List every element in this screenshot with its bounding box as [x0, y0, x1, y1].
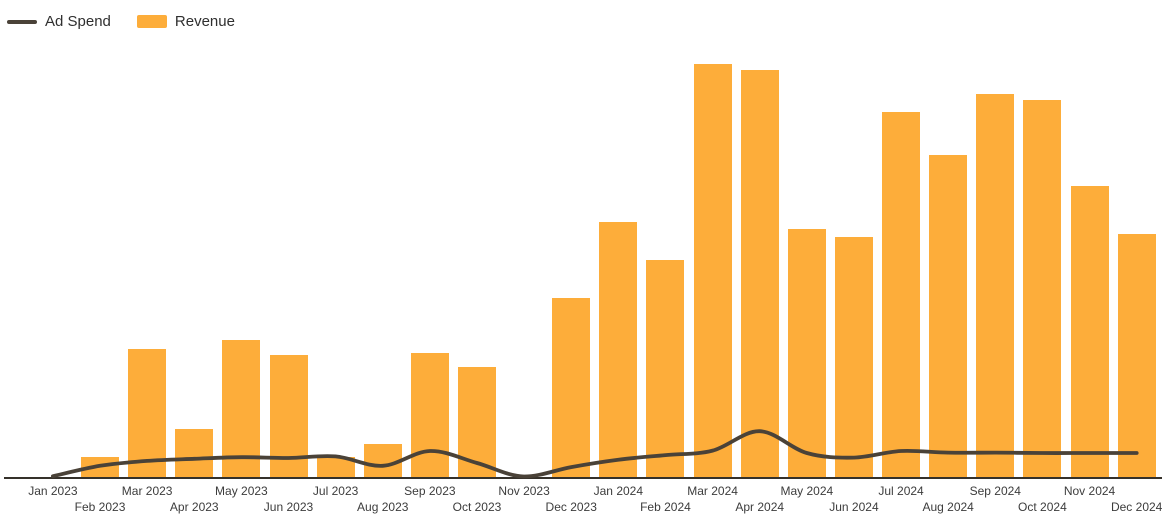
x-axis-label: Feb 2024: [640, 500, 691, 514]
x-axis-label: Jun 2023: [263, 500, 314, 514]
x-axis-label: Jan 2023: [28, 484, 78, 498]
x-axis-label: Jul 2024: [878, 484, 924, 498]
revenue-bar[interactable]: [175, 429, 214, 477]
revenue-bar[interactable]: [269, 355, 308, 477]
x-axis-label: Mar 2024: [687, 484, 738, 498]
x-axis-label: Feb 2023: [74, 500, 126, 514]
revenue-bar[interactable]: [81, 456, 120, 477]
revenue-bar[interactable]: [316, 457, 355, 477]
x-axis-label: Oct 2023: [452, 500, 502, 514]
x-axis-label: May 2024: [780, 484, 834, 498]
revenue-bar[interactable]: [222, 339, 261, 477]
x-axis-line: [4, 477, 1162, 479]
x-axis-label: Jun 2024: [829, 500, 879, 514]
x-axis-label: May 2023: [215, 484, 268, 498]
x-axis-label: Jan 2024: [593, 484, 644, 498]
x-axis-label: Jul 2023: [312, 484, 359, 498]
x-axis-label: Dec 2023: [545, 500, 597, 514]
revenue-bar[interactable]: [787, 229, 826, 477]
x-axis-label: Apr 2024: [735, 500, 785, 514]
x-axis-label: Nov 2024: [1063, 484, 1116, 498]
revenue-bar[interactable]: [929, 154, 968, 477]
x-axis-label: Sep 2023: [404, 484, 456, 498]
x-axis-label: Dec 2024: [1110, 500, 1163, 514]
revenue-bar[interactable]: [457, 366, 496, 477]
revenue-bar[interactable]: [646, 260, 685, 477]
revenue-bar[interactable]: [1023, 99, 1062, 477]
revenue-bar[interactable]: [834, 236, 873, 477]
revenue-bar[interactable]: [693, 64, 732, 477]
revenue-bar[interactable]: [976, 94, 1015, 477]
legend-item-revenue[interactable]: Revenue: [136, 13, 235, 30]
revenue-bar[interactable]: [552, 297, 591, 477]
revenue-bar[interactable]: [363, 443, 402, 477]
bar-series-swatch-icon: [136, 15, 167, 28]
line-series-swatch-icon: [7, 19, 37, 24]
x-axis-label: Oct 2024: [1018, 500, 1067, 514]
legend-item-ad-spend[interactable]: Ad Spend: [7, 13, 111, 30]
x-axis-label: Mar 2023: [121, 484, 173, 498]
legend-label-revenue: Revenue: [174, 13, 235, 30]
revenue-bar[interactable]: [599, 221, 638, 477]
legend-label-ad-spend: Ad Spend: [45, 13, 111, 30]
x-axis-label: Apr 2023: [169, 500, 219, 514]
revenue-bar[interactable]: [128, 348, 167, 477]
x-axis-label: Sep 2024: [969, 484, 1021, 498]
x-axis-label: Aug 2024: [922, 500, 974, 514]
revenue-bar[interactable]: [882, 111, 921, 477]
chart-legend: Ad Spend Revenue: [7, 13, 235, 30]
x-axis-label: Aug 2023: [357, 500, 409, 514]
x-axis-label: Nov 2023: [498, 484, 550, 498]
revenue-bar[interactable]: [1070, 185, 1109, 477]
revenue-bar[interactable]: [740, 70, 779, 477]
revenue-bar[interactable]: [410, 352, 449, 477]
revenue-bar[interactable]: [1117, 234, 1156, 477]
